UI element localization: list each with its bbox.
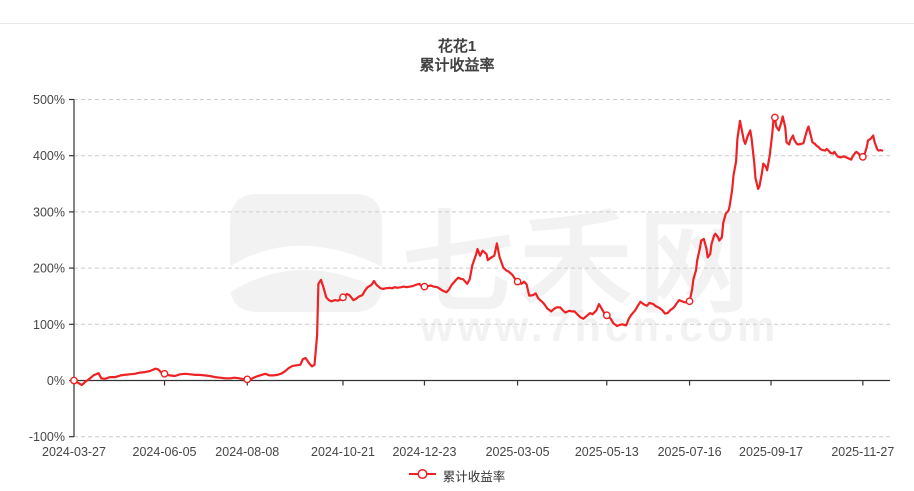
svg-text:100%: 100% [33,318,65,332]
svg-text:500%: 500% [33,93,65,107]
svg-text:2025-09-17: 2025-09-17 [739,445,803,459]
legend: 累计收益率 [0,466,914,485]
svg-text:300%: 300% [33,205,65,219]
y-axis-labels: 500% 400% 300% 200% 100% 0% -100% [29,93,65,444]
svg-text:400%: 400% [33,149,65,163]
watermark-brand-text: 七禾网 [402,201,756,326]
chart-title-line1: 花花1 [437,38,477,55]
legend-item-cumulative-return[interactable]: 累计收益率 [408,466,506,485]
svg-text:2025-07-16: 2025-07-16 [658,445,722,459]
svg-text:2024-03-27: 2024-03-27 [42,445,106,459]
svg-text:2024-08-08: 2024-08-08 [215,445,279,459]
legend-label: 累计收益率 [442,470,506,484]
svg-text:-100%: -100% [29,430,65,444]
svg-text:2024-10-21: 2024-10-21 [311,445,375,459]
series-line-cumulative-return[interactable] [72,115,884,387]
svg-text:2025-11-27: 2025-11-27 [831,445,894,459]
gridlines [74,99,890,438]
chart-title: 花花1 累计收益率 [0,37,914,75]
svg-text:0%: 0% [47,374,65,388]
svg-text:2024-06-05: 2024-06-05 [133,445,197,459]
svg-text:2025-05-13: 2025-05-13 [575,445,639,459]
svg-text:200%: 200% [33,262,65,276]
svg-text:2024-12-23: 2024-12-23 [392,445,456,459]
top-divider [0,23,914,24]
watermark-url-text: www.7hcn.com [419,303,779,351]
svg-text:2025-03-05: 2025-03-05 [486,445,550,459]
chart-title-line2: 累计收益率 [419,57,495,74]
series-markers[interactable] [70,113,867,385]
watermark-logo-swoosh [222,245,392,298]
line-with-circle-icon [408,467,436,485]
x-axis-labels: 2024-03-27 2024-06-05 2024-08-08 2024-10-21… [42,445,894,459]
